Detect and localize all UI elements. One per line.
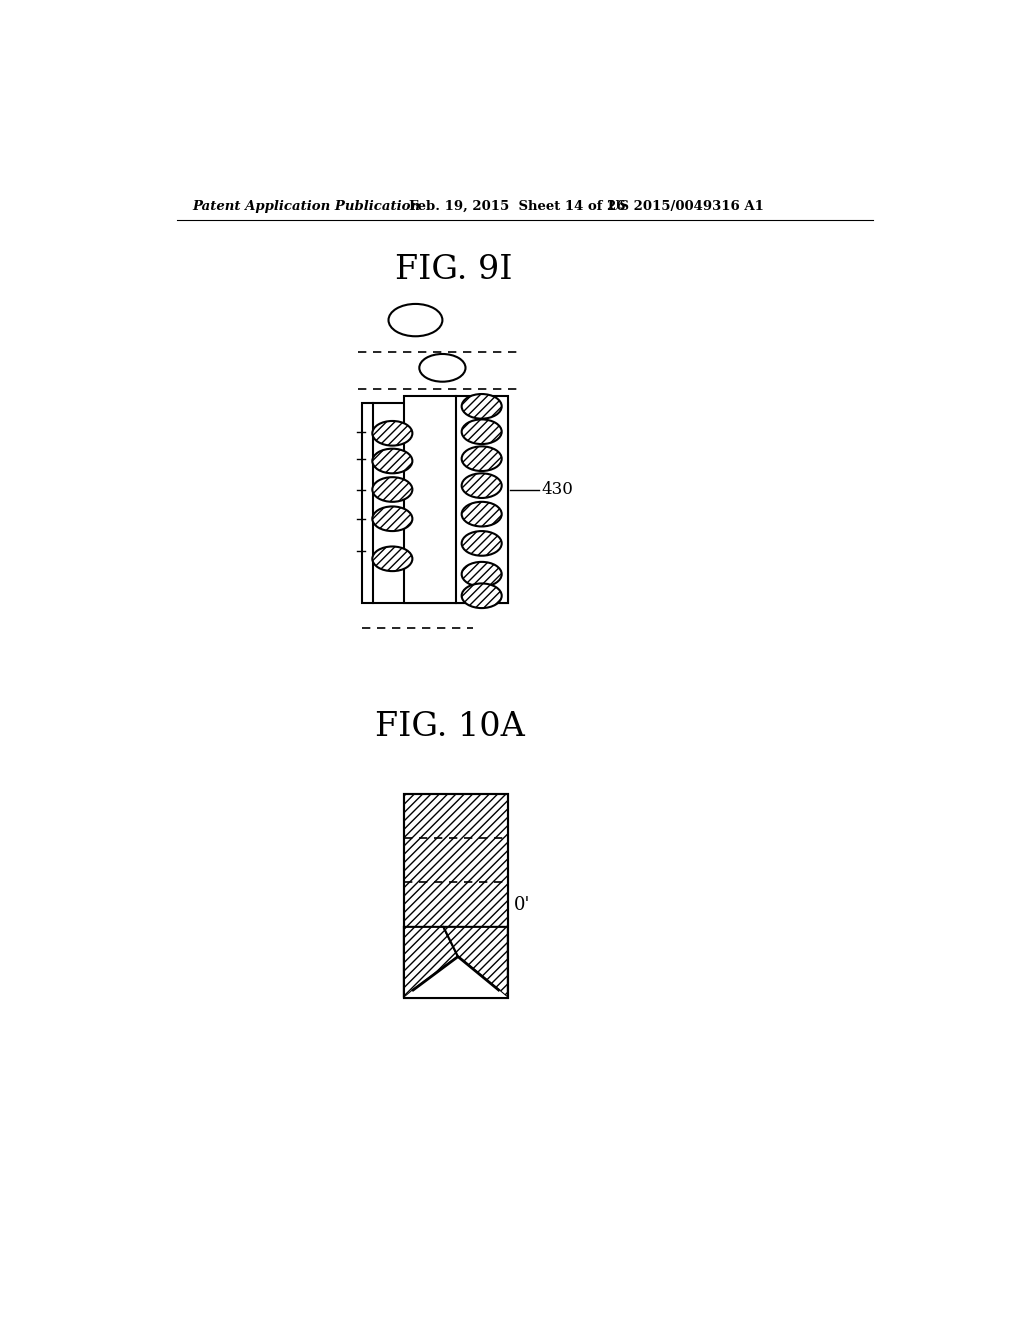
Text: 430: 430 <box>542 480 573 498</box>
Ellipse shape <box>373 421 413 446</box>
Ellipse shape <box>462 420 502 444</box>
Text: FIG. 10A: FIG. 10A <box>375 710 525 743</box>
Ellipse shape <box>373 449 413 474</box>
Ellipse shape <box>373 507 413 531</box>
Ellipse shape <box>462 393 502 418</box>
Polygon shape <box>403 957 508 998</box>
Ellipse shape <box>419 354 466 381</box>
Text: Patent Application Publication: Patent Application Publication <box>193 199 420 213</box>
Text: US 2015/0049316 A1: US 2015/0049316 A1 <box>608 199 764 213</box>
Ellipse shape <box>388 304 442 337</box>
Ellipse shape <box>462 531 502 556</box>
Ellipse shape <box>462 446 502 471</box>
Polygon shape <box>443 927 508 998</box>
Ellipse shape <box>462 502 502 527</box>
Ellipse shape <box>373 546 413 572</box>
Ellipse shape <box>373 477 413 502</box>
Polygon shape <box>403 927 458 998</box>
Text: FIG. 9I: FIG. 9I <box>395 253 513 286</box>
Bar <box>403 793 508 998</box>
Ellipse shape <box>462 562 502 586</box>
Bar <box>403 927 508 998</box>
Ellipse shape <box>462 583 502 609</box>
Text: 0': 0' <box>514 895 530 913</box>
Bar <box>403 793 508 998</box>
Ellipse shape <box>462 474 502 498</box>
Bar <box>361 404 508 603</box>
Text: Feb. 19, 2015  Sheet 14 of 26: Feb. 19, 2015 Sheet 14 of 26 <box>410 199 626 213</box>
Bar <box>403 396 508 603</box>
